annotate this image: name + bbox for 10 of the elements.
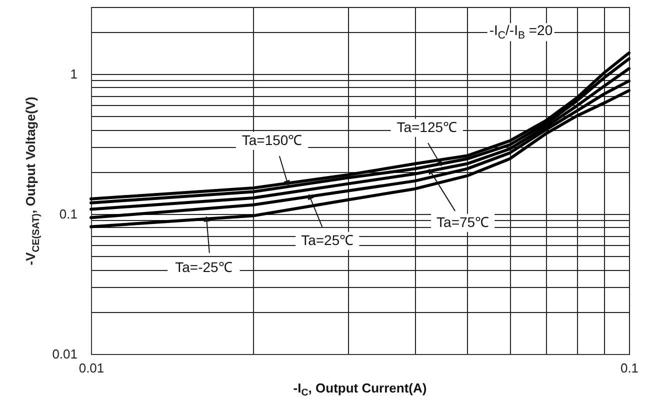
annotation: -I$_{C}$/-I$_{B}$ =20 (487, 22, 555, 42)
text: Ta=-25℃ (175, 259, 232, 276)
text: Ta=75℃ (436, 214, 490, 230)
y-tick-label: 1 (70, 66, 78, 82)
x-axis-title: -I$_{C}$, Output Current(A) (293, 380, 427, 399)
y-tick-label: 0.01 (52, 346, 78, 362)
text: Ta=25℃ (301, 232, 354, 248)
text: Ta=150℃ (242, 132, 302, 148)
series-label: Ta=125℃ (396, 118, 458, 135)
y-tick-label: 0.1 (59, 206, 78, 222)
